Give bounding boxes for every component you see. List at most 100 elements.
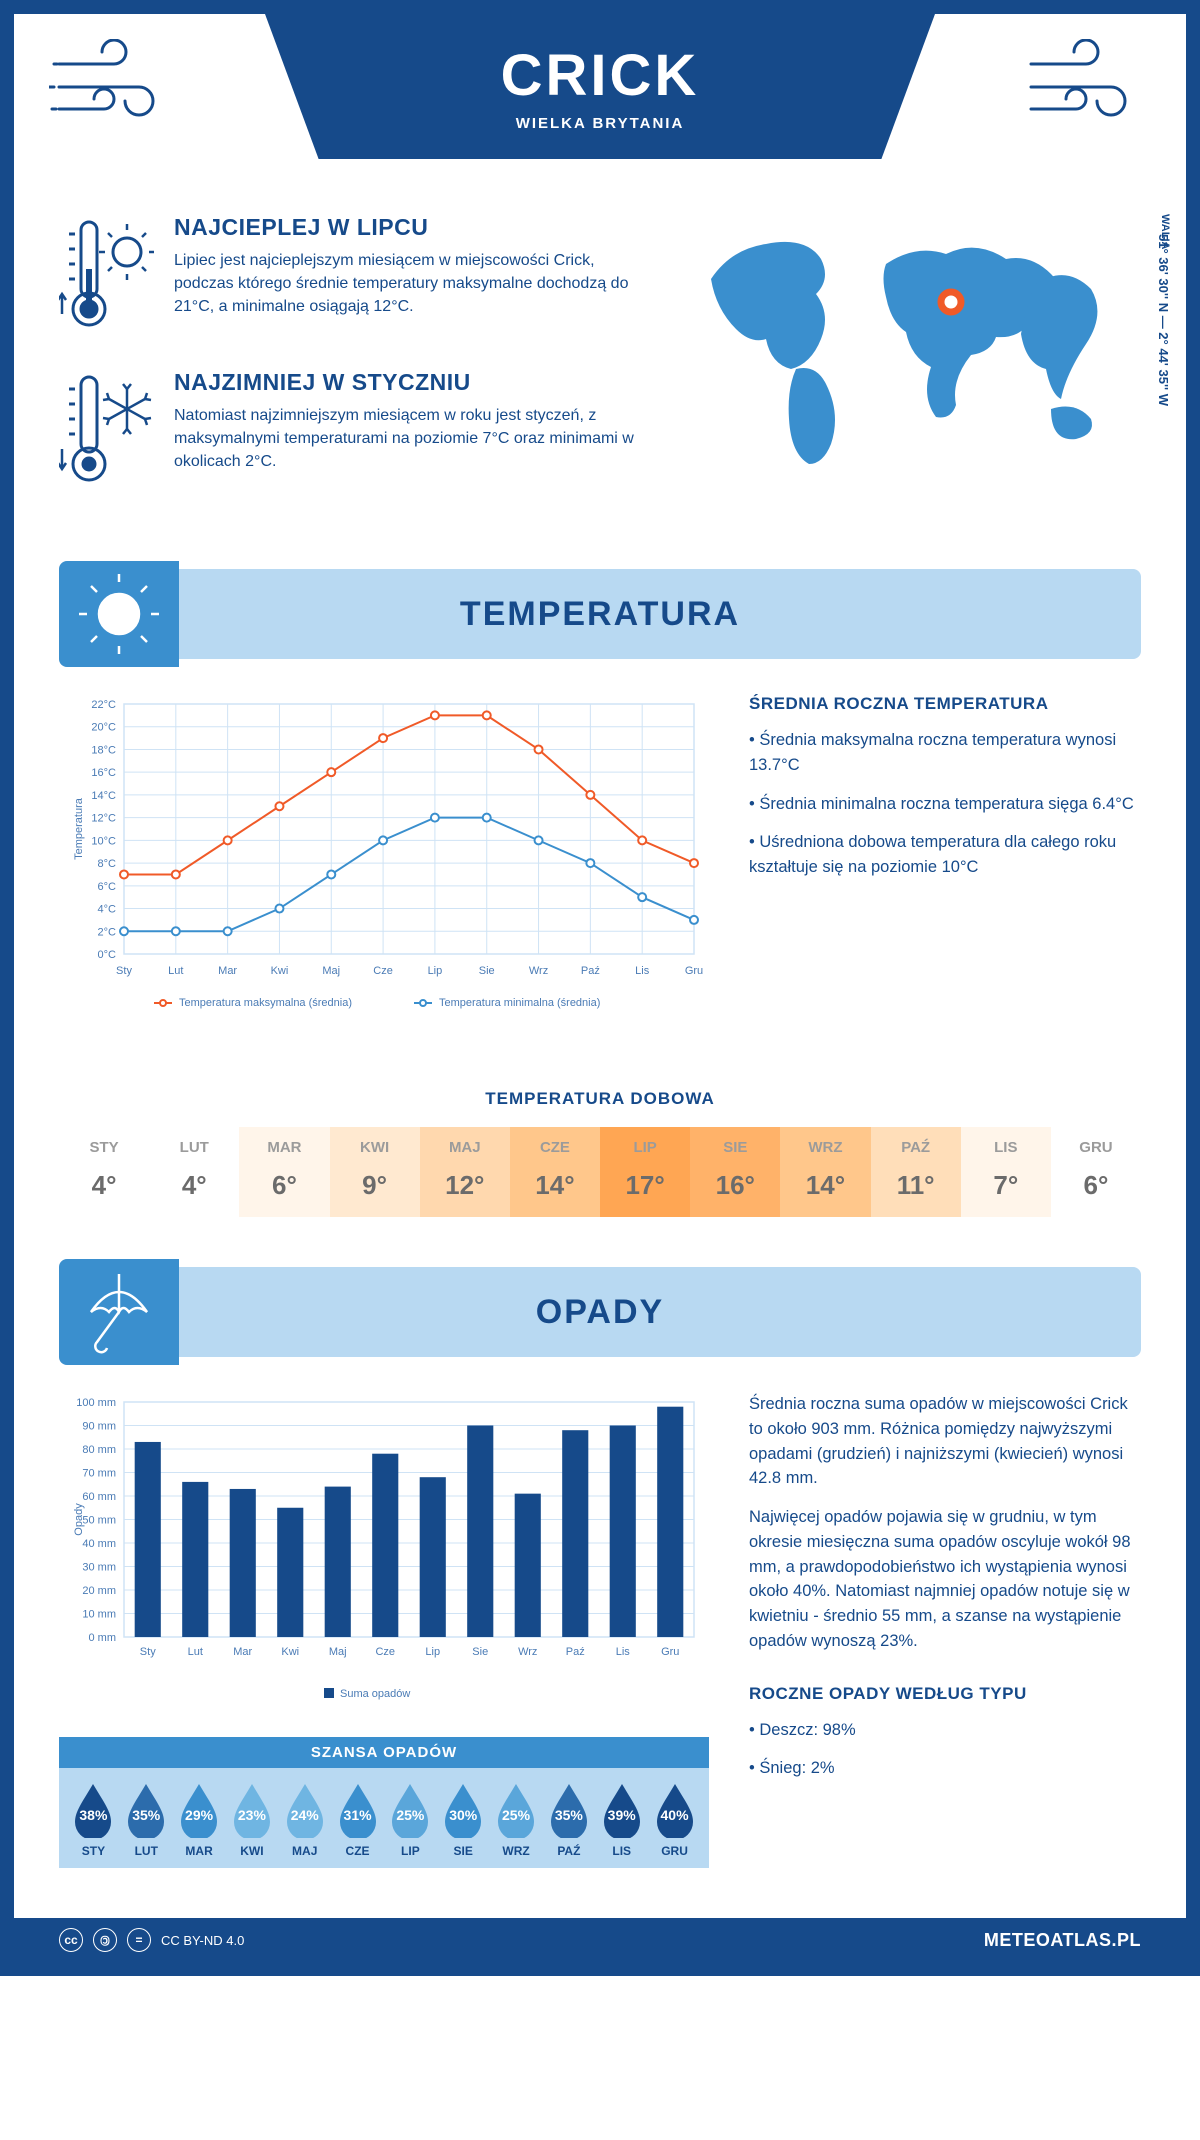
svg-text:4°C: 4°C bbox=[98, 904, 117, 916]
svg-text:Cze: Cze bbox=[373, 965, 393, 977]
daily-temp-strip: STY4°LUT4°MAR6°KWI9°MAJ12°CZE14°LIP17°SI… bbox=[59, 1127, 1141, 1217]
precip-chart-row: 0 mm 10 mm 20 mm 30 mm 40 mm 50 mm 60 mm 70 mm 8… bbox=[14, 1382, 1186, 1898]
svg-text:Temperatura: Temperatura bbox=[73, 797, 85, 860]
world-map-icon bbox=[681, 214, 1141, 479]
bullet: Średnia minimalna roczna temperatura się… bbox=[749, 792, 1141, 817]
daily-temp-section: TEMPERATURA DOBOWA STY4°LUT4°MAR6°KWI9°M… bbox=[14, 1089, 1186, 1257]
svg-text:Gru: Gru bbox=[661, 1646, 679, 1658]
svg-text:30 mm: 30 mm bbox=[82, 1562, 116, 1574]
infographic-frame: CRICK WIELKA BRYTANIA NAJCIEPLEJ W LIPCU… bbox=[0, 0, 1200, 1976]
svg-text:18°C: 18°C bbox=[91, 744, 116, 756]
drop-cell: 30%SIE bbox=[437, 1782, 490, 1858]
svg-text:Cze: Cze bbox=[375, 1646, 395, 1658]
svg-text:14°C: 14°C bbox=[91, 790, 116, 802]
section-title: OPADY bbox=[536, 1293, 664, 1332]
svg-text:22°C: 22°C bbox=[91, 699, 116, 711]
license-text: CC BY-ND 4.0 bbox=[161, 1933, 244, 1948]
svg-text:20°C: 20°C bbox=[91, 722, 116, 734]
svg-text:100 mm: 100 mm bbox=[76, 1397, 116, 1409]
svg-text:20 mm: 20 mm bbox=[82, 1585, 116, 1597]
svg-text:8°C: 8°C bbox=[98, 858, 117, 870]
wind-icon bbox=[1021, 39, 1151, 139]
page-title: CRICK bbox=[501, 42, 700, 109]
svg-text:16°C: 16°C bbox=[91, 767, 116, 779]
svg-text:Kwi: Kwi bbox=[281, 1646, 299, 1658]
drop-cell: 38%STY bbox=[67, 1782, 120, 1858]
precip-p1: Średnia roczna suma opadów w miejscowośc… bbox=[749, 1392, 1141, 1491]
svg-text:40 mm: 40 mm bbox=[82, 1538, 116, 1550]
coldest-block: NAJZIMNIEJ W STYCZNIU Natomiast najzimni… bbox=[59, 369, 651, 494]
rain-chance-heading: SZANSA OPADÓW bbox=[59, 1737, 709, 1768]
temp-cell: CZE14° bbox=[510, 1127, 600, 1217]
svg-text:Lip: Lip bbox=[425, 1646, 440, 1658]
svg-text:Maj: Maj bbox=[329, 1646, 347, 1658]
umbrella-icon bbox=[59, 1259, 179, 1365]
header: CRICK WIELKA BRYTANIA bbox=[14, 14, 1186, 204]
svg-text:Lis: Lis bbox=[616, 1646, 631, 1658]
title-banner: CRICK WIELKA BRYTANIA bbox=[265, 14, 935, 159]
svg-text:Lip: Lip bbox=[428, 965, 443, 977]
svg-text:Lut: Lut bbox=[168, 965, 183, 977]
svg-text:Paź: Paź bbox=[566, 1646, 585, 1658]
drop-cell: 25%WRZ bbox=[490, 1782, 543, 1858]
temp-cell: WRZ14° bbox=[780, 1127, 870, 1217]
svg-text:Paź: Paź bbox=[581, 965, 600, 977]
svg-text:2°C: 2°C bbox=[98, 926, 117, 938]
temp-cell: MAJ12° bbox=[420, 1127, 510, 1217]
cc-by-icon: 🄯 bbox=[93, 1928, 117, 1952]
drop-cell: 31%CZE bbox=[331, 1782, 384, 1858]
temp-cell: GRU6° bbox=[1051, 1127, 1141, 1217]
svg-text:Wrz: Wrz bbox=[529, 965, 548, 977]
drop-cell: 35%PAŹ bbox=[542, 1782, 595, 1858]
precip-bar-chart: 0 mm 10 mm 20 mm 30 mm 40 mm 50 mm 60 mm 70 mm 8… bbox=[59, 1392, 709, 1712]
temp-cell: SIE16° bbox=[690, 1127, 780, 1217]
site-name: METEOATLAS.PL bbox=[984, 1930, 1141, 1951]
temp-cell: KWI9° bbox=[330, 1127, 420, 1217]
svg-text:Sie: Sie bbox=[472, 1646, 488, 1658]
cc-nd-icon: = bbox=[127, 1928, 151, 1952]
temp-cell: LIP17° bbox=[600, 1127, 690, 1217]
thermometer-hot-icon bbox=[59, 214, 154, 339]
svg-text:0 mm: 0 mm bbox=[89, 1632, 117, 1644]
svg-text:Gru: Gru bbox=[685, 965, 703, 977]
svg-text:50 mm: 50 mm bbox=[82, 1515, 116, 1527]
svg-text:10 mm: 10 mm bbox=[82, 1609, 116, 1621]
sun-icon bbox=[59, 561, 179, 667]
warmest-body: Lipiec jest najcieplejszym miesiącem w m… bbox=[174, 249, 651, 319]
drop-cell: 29%MAR bbox=[173, 1782, 226, 1858]
svg-text:Mar: Mar bbox=[233, 1646, 252, 1658]
svg-text:Lis: Lis bbox=[635, 965, 650, 977]
svg-text:6°C: 6°C bbox=[98, 881, 117, 893]
svg-text:70 mm: 70 mm bbox=[82, 1468, 116, 1480]
svg-text:Mar: Mar bbox=[218, 965, 237, 977]
svg-text:Sty: Sty bbox=[140, 1646, 156, 1658]
svg-text:Opady: Opady bbox=[73, 1503, 85, 1536]
drop-cell: 24%MAJ bbox=[278, 1782, 331, 1858]
coldest-heading: NAJZIMNIEJ W STYCZNIU bbox=[174, 369, 651, 396]
svg-text:Temperatura minimalna (średnia: Temperatura minimalna (średnia) bbox=[439, 997, 600, 1009]
temp-cell: LUT4° bbox=[149, 1127, 239, 1217]
svg-text:10°C: 10°C bbox=[91, 835, 116, 847]
section-banner-precip: OPADY bbox=[59, 1267, 1141, 1357]
warmest-heading: NAJCIEPLEJ W LIPCU bbox=[174, 214, 651, 241]
coords-label: 51° 36' 30'' N — 2° 44' 35'' W bbox=[1156, 234, 1171, 406]
svg-text:Sie: Sie bbox=[479, 965, 495, 977]
bullet: Uśredniona dobowa temperatura dla całego… bbox=[749, 830, 1141, 880]
temp-info-heading: ŚREDNIA ROCZNA TEMPERATURA bbox=[749, 694, 1141, 714]
cc-icon: cc bbox=[59, 1928, 83, 1952]
svg-text:60 mm: 60 mm bbox=[82, 1491, 116, 1503]
drop-cell: 40%GRU bbox=[648, 1782, 701, 1858]
map-column: WALIA 51° 36' 30'' N — 2° 44' 35'' W bbox=[681, 214, 1141, 524]
warmest-block: NAJCIEPLEJ W LIPCU Lipiec jest najcieple… bbox=[59, 214, 651, 339]
temp-cell: MAR6° bbox=[239, 1127, 329, 1217]
rain-chance-panel: SZANSA OPADÓW 38%STY35%LUT29%MAR23%KWI24… bbox=[59, 1737, 709, 1868]
bullet: Deszcz: 98% bbox=[749, 1718, 1141, 1743]
footer: cc 🄯 = CC BY-ND 4.0 METEOATLAS.PL bbox=[14, 1918, 1186, 1962]
temperature-line-chart: 0°C2°C4°C6°C8°C10°C12°C14°C16°C18°C20°C2… bbox=[59, 694, 709, 1054]
drop-cell: 23%KWI bbox=[225, 1782, 278, 1858]
svg-text:90 mm: 90 mm bbox=[82, 1421, 116, 1433]
wind-icon bbox=[49, 39, 179, 139]
svg-text:Suma opadów: Suma opadów bbox=[340, 1688, 410, 1700]
svg-text:80 mm: 80 mm bbox=[82, 1444, 116, 1456]
svg-text:Maj: Maj bbox=[322, 965, 340, 977]
